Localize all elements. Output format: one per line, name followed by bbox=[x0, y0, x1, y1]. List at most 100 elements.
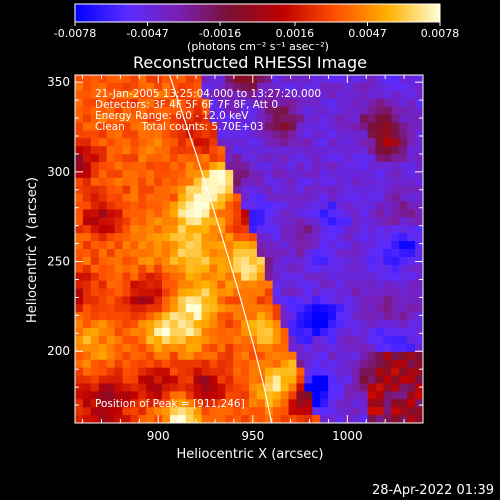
heatmap-cell bbox=[217, 407, 226, 416]
heatmap-cell bbox=[320, 415, 329, 423]
heatmap-cell bbox=[399, 193, 408, 203]
heatmap-cell bbox=[351, 312, 361, 321]
heatmap-cell bbox=[328, 320, 337, 329]
colorbar-tick-label: -0.0016 bbox=[199, 27, 241, 40]
heatmap-cell bbox=[288, 130, 298, 139]
heatmap-cell bbox=[343, 217, 353, 226]
heatmap-cell bbox=[249, 130, 258, 139]
heatmap-cell bbox=[193, 391, 203, 400]
heatmap-cell bbox=[75, 312, 84, 321]
heatmap-cell bbox=[75, 217, 84, 226]
heatmap-cell bbox=[154, 241, 163, 250]
heatmap-cell bbox=[367, 209, 377, 218]
heatmap-cell bbox=[280, 82, 290, 92]
heatmap-cell bbox=[304, 122, 313, 131]
heatmap-cell bbox=[185, 399, 195, 408]
heatmap-cell bbox=[391, 177, 400, 187]
heatmap-cell bbox=[415, 225, 423, 234]
heatmap-cell bbox=[304, 288, 313, 298]
heatmap-cell bbox=[162, 233, 171, 242]
heatmap-cell bbox=[130, 359, 139, 369]
heatmap-cell bbox=[106, 98, 116, 108]
heatmap-cell bbox=[264, 75, 274, 84]
heatmap-cell bbox=[367, 217, 377, 226]
heatmap-cell bbox=[90, 154, 100, 163]
heatmap-cell bbox=[407, 328, 416, 337]
limb-line bbox=[168, 75, 273, 423]
heatmap-cell bbox=[225, 249, 234, 258]
heatmap-cell bbox=[225, 280, 234, 290]
heatmap-cell bbox=[375, 296, 385, 305]
heatmap-cell bbox=[288, 256, 298, 266]
heatmap-cell bbox=[193, 201, 203, 211]
heatmap-cell bbox=[264, 162, 274, 171]
heatmap-cell bbox=[343, 146, 353, 155]
heatmap-cell bbox=[320, 256, 329, 266]
heatmap-cell bbox=[217, 154, 226, 163]
heatmap-cell bbox=[225, 320, 234, 329]
heatmap-cell bbox=[367, 169, 377, 179]
heatmap-cell bbox=[241, 391, 250, 400]
heatmap-cell bbox=[407, 264, 416, 274]
heatmap-cell bbox=[162, 169, 171, 179]
heatmap-cell bbox=[383, 312, 392, 321]
heatmap-cell bbox=[391, 130, 400, 139]
heatmap-cell bbox=[82, 122, 92, 131]
heatmap-cell bbox=[177, 249, 187, 258]
heatmap-cell bbox=[82, 193, 92, 203]
heatmap-cell bbox=[106, 130, 116, 139]
heatmap-cell bbox=[106, 336, 116, 345]
heatmap-cell bbox=[122, 193, 131, 203]
heatmap-cell bbox=[114, 225, 124, 234]
heatmap-cell bbox=[225, 82, 234, 92]
heatmap-cell bbox=[375, 185, 385, 195]
heatmap-cell bbox=[304, 209, 313, 218]
heatmap-cell bbox=[343, 312, 353, 321]
heatmap-cell bbox=[328, 296, 337, 305]
heatmap-cell bbox=[177, 328, 187, 337]
heatmap-cell bbox=[98, 98, 108, 108]
heatmap-cell bbox=[399, 343, 408, 353]
heatmap-cell bbox=[407, 217, 416, 226]
heatmap-cell bbox=[351, 209, 361, 218]
heatmap-cell bbox=[343, 98, 353, 108]
heatmap-cell bbox=[138, 193, 147, 203]
heatmap-cell bbox=[343, 90, 353, 100]
heatmap-cell bbox=[288, 359, 298, 369]
heatmap-cell bbox=[209, 162, 218, 171]
heatmap-cell bbox=[399, 264, 408, 274]
heatmap-cell bbox=[201, 296, 211, 305]
heatmap-cell bbox=[351, 280, 361, 290]
heatmap-cell bbox=[114, 304, 124, 313]
heatmap-cell bbox=[169, 264, 179, 274]
heatmap-cell bbox=[264, 201, 274, 211]
heatmap-cell bbox=[415, 162, 423, 171]
heatmap-cell bbox=[256, 209, 266, 218]
heatmap-cell bbox=[351, 328, 361, 337]
heatmap-cell bbox=[280, 343, 290, 353]
heatmap-cell bbox=[264, 328, 274, 337]
heatmap-cell bbox=[264, 359, 274, 369]
heatmap-cell bbox=[193, 185, 203, 195]
heatmap-cell bbox=[351, 272, 361, 282]
heatmap-cell bbox=[90, 375, 100, 385]
heatmap-cell bbox=[343, 225, 353, 234]
heatmap-cell bbox=[256, 241, 266, 250]
heatmap-cell bbox=[201, 98, 211, 108]
heatmap-cell bbox=[256, 399, 266, 408]
heatmap-cell bbox=[336, 399, 345, 408]
heatmap-cell bbox=[122, 415, 131, 423]
heatmap-cell bbox=[343, 241, 353, 250]
heatmap-cell bbox=[122, 343, 131, 353]
heatmap-cell bbox=[280, 328, 290, 337]
heatmap-cell bbox=[249, 304, 258, 313]
heatmap-cell bbox=[359, 185, 369, 195]
heatmap-cell bbox=[169, 375, 179, 385]
heatmap-cell bbox=[82, 138, 92, 147]
heatmap-cell bbox=[241, 272, 250, 282]
heatmap-cell bbox=[343, 233, 353, 242]
heatmap-cell bbox=[193, 90, 203, 100]
heatmap-cell bbox=[264, 336, 274, 345]
heatmap-cell bbox=[241, 241, 250, 250]
heatmap-cell bbox=[383, 280, 392, 290]
